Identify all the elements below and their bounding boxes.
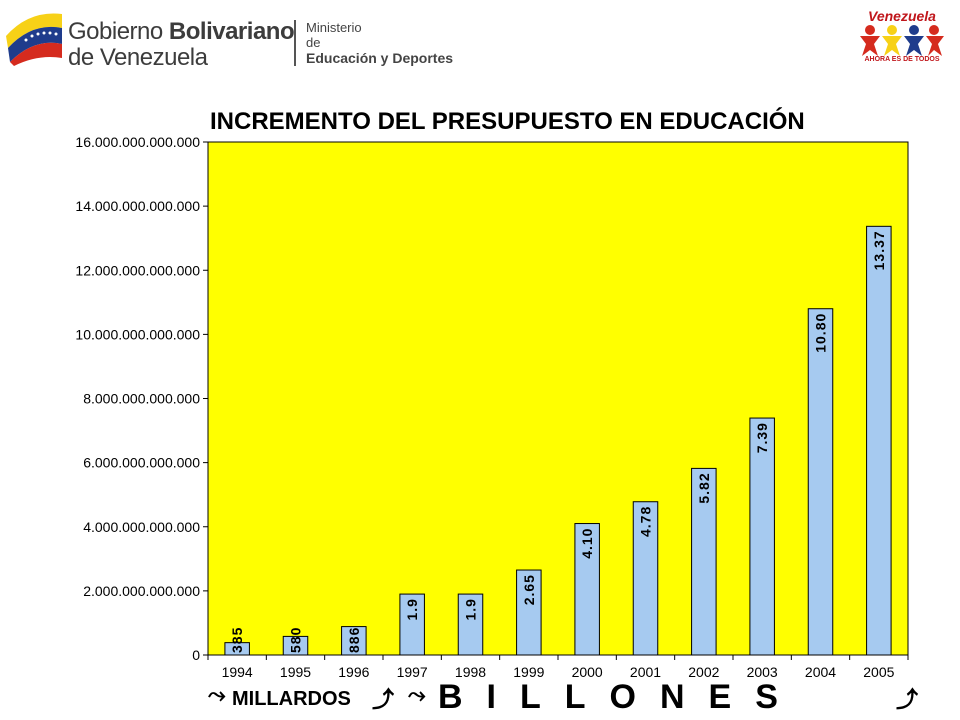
ministry-line3: Educación y Deportes (306, 50, 454, 66)
bar-data-label: 886 (346, 627, 362, 653)
bar-data-label: 1.9 (404, 598, 420, 620)
vz-logo-tagline: AHORA ES DE TODOS (864, 56, 940, 63)
vz-logo-title: Venezuela (868, 8, 936, 24)
millardos-right-bracket-icon: ⤴ (372, 687, 395, 712)
x-tick-label: 2001 (630, 664, 661, 680)
bar-data-label: 13.37 (871, 230, 887, 270)
header: Gobierno Bolivariano de Venezuela Minist… (0, 0, 960, 78)
x-tick-label: 1998 (455, 664, 486, 680)
billones-left-bracket-icon: ⤳ (408, 682, 426, 707)
venezuela-flag-icon (6, 13, 62, 66)
x-tick-label: 2002 (688, 664, 719, 680)
bar (574, 523, 600, 656)
y-tick-label: 8.000.000.000.000 (83, 391, 200, 407)
bar (341, 626, 367, 656)
y-tick-label: 2.000.000.000.000 (83, 583, 200, 599)
header-divider (294, 20, 296, 66)
bar-data-label: 10.80 (813, 313, 829, 353)
bar (282, 635, 309, 656)
bar-labels-group: 385 580 886 1.9 1.9 2.65 4.10 4.78 5.82 7.39 10.80… (229, 230, 887, 653)
billones-right-bracket-icon: ⤴ (896, 687, 919, 712)
bar-data-label: 1.9 (463, 598, 479, 620)
plot-area (207, 141, 909, 656)
billones-label: BILLONES (438, 678, 802, 716)
y-tick-label: 0 (192, 647, 200, 663)
y-tick-label: 16.000.000.000.000 (75, 134, 200, 150)
ministry-line1: Ministerio (306, 20, 362, 35)
bar-data-label: 4.78 (638, 506, 654, 537)
bar (632, 501, 659, 656)
chart-title: INCREMENTO DEL PRESUPUESTO EN EDUCACIÓN (210, 108, 805, 135)
x-tick-label: 1995 (280, 664, 311, 680)
x-tick-label: 2004 (805, 664, 836, 680)
y-tick-label: 12.000.000.000.000 (75, 262, 200, 278)
bar (399, 593, 425, 656)
ministry-line2: de (306, 35, 321, 50)
x-tick-label: 1997 (397, 664, 428, 680)
x-tick-label: 2005 (863, 664, 894, 680)
bar-data-label: 385 (229, 627, 245, 653)
bar (866, 225, 892, 656)
bar (224, 642, 250, 656)
x-tick-label: 2000 (572, 664, 603, 680)
x-axis: 1994 1995 1996 1997 1998 1999 2000 2001 2002 2003… (207, 654, 909, 680)
bars-group (224, 225, 892, 656)
x-tick-label: 1999 (513, 664, 544, 680)
gov-line1: Gobierno Bolivariano (68, 18, 295, 45)
bar (516, 569, 542, 656)
people-figures-icon (860, 25, 944, 56)
x-tick-label: 1994 (222, 664, 253, 680)
millardos-left-bracket-icon: ⤳ (208, 682, 226, 707)
bar-data-label: 7.39 (754, 422, 770, 453)
x-tick-label: 1996 (338, 664, 369, 680)
millardos-label: MILLARDOS (232, 688, 351, 710)
bar-data-label: 580 (288, 627, 304, 653)
bar (749, 417, 775, 656)
bar (691, 467, 717, 656)
y-tick-label: 4.000.000.000.000 (83, 519, 200, 535)
bar (457, 593, 484, 656)
bar-data-label: 5.82 (696, 472, 712, 503)
bar (807, 308, 834, 656)
gov-line2: de Venezuela (68, 44, 208, 71)
bar-data-label: 4.10 (579, 528, 595, 559)
y-axis: 0 2.000.000.000.000 4.000.000.000.000 6.000… (75, 134, 209, 663)
x-tick-label: 2003 (747, 664, 778, 680)
venezuela-ahora-logo: Venezuela AHORA ES DE TODOS (852, 8, 952, 70)
y-tick-label: 10.000.000.000.000 (75, 326, 200, 342)
y-tick-label: 6.000.000.000.000 (83, 455, 200, 471)
gobierno-bolivariano-logo: Gobierno Bolivariano de Venezuela Minist… (4, 6, 504, 72)
bar-data-label: 2.65 (521, 574, 537, 605)
y-tick-label: 14.000.000.000.000 (75, 198, 200, 214)
